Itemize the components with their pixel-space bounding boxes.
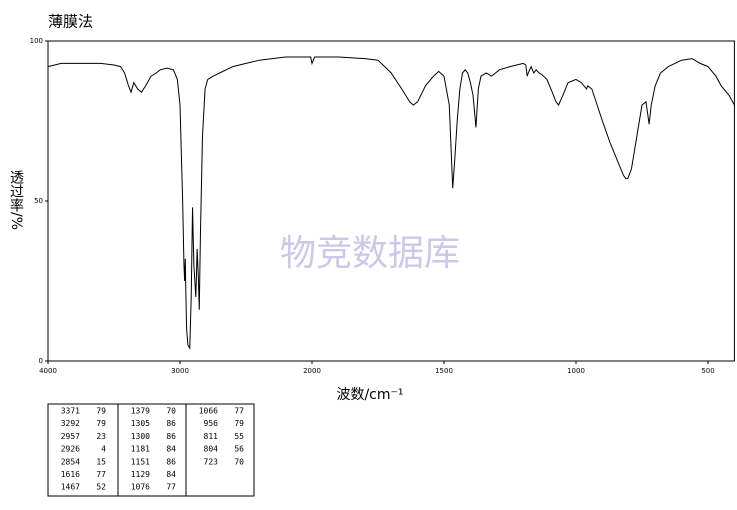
peak-table-frame bbox=[47, 403, 255, 497]
spectrum-line bbox=[47, 56, 735, 350]
peak-wavenumber: 2854 bbox=[61, 457, 80, 466]
peak-wavenumber: 723 bbox=[204, 457, 219, 466]
chart-title: 薄膜法 bbox=[48, 13, 93, 31]
x-tick-label: 1000 bbox=[567, 367, 585, 375]
x-tick-label: 2000 bbox=[303, 367, 321, 375]
y-tick-label: 0 bbox=[39, 357, 43, 365]
peak-wavenumber: 1151 bbox=[131, 457, 150, 466]
peak-transmittance: 79 bbox=[96, 419, 106, 428]
peak-wavenumber: 1305 bbox=[131, 419, 150, 428]
peak-transmittance: 56 bbox=[234, 445, 244, 454]
peak-transmittance: 23 bbox=[96, 432, 106, 441]
peak-wavenumber: 3292 bbox=[61, 419, 80, 428]
peak-wavenumber: 811 bbox=[204, 432, 219, 441]
peak-transmittance: 77 bbox=[166, 483, 176, 492]
peak-transmittance: 70 bbox=[166, 407, 176, 416]
peak-transmittance: 79 bbox=[234, 419, 244, 428]
watermark: 物竞数据库 bbox=[280, 233, 460, 274]
x-tick-label: 3000 bbox=[171, 367, 189, 375]
peak-transmittance: 86 bbox=[166, 419, 176, 428]
peak-wavenumber: 956 bbox=[204, 419, 219, 428]
x-tick-label: 4000 bbox=[39, 367, 57, 375]
peak-transmittance: 15 bbox=[96, 457, 106, 466]
y-axis-label: 透过率/% bbox=[8, 170, 24, 230]
peak-transmittance: 84 bbox=[166, 470, 176, 479]
peak-wavenumber: 1129 bbox=[131, 470, 150, 479]
x-tick-label: 1500 bbox=[435, 367, 453, 375]
plot-frame bbox=[47, 40, 735, 362]
peak-wavenumber: 3371 bbox=[61, 407, 80, 416]
peak-transmittance: 79 bbox=[96, 407, 106, 416]
peak-wavenumber: 1076 bbox=[131, 483, 150, 492]
peak-wavenumber: 804 bbox=[204, 445, 219, 454]
peak-transmittance: 4 bbox=[101, 445, 106, 454]
peak-wavenumber: 2957 bbox=[61, 432, 80, 441]
x-axis-label: 波数/cm⁻¹ bbox=[336, 387, 403, 403]
peak-wavenumber: 1066 bbox=[199, 407, 218, 416]
peak-transmittance: 52 bbox=[96, 483, 106, 492]
peak-wavenumber: 1467 bbox=[61, 483, 80, 492]
peak-wavenumber: 1379 bbox=[131, 407, 150, 416]
peak-transmittance: 70 bbox=[234, 457, 244, 466]
peak-wavenumber: 1616 bbox=[61, 470, 80, 479]
y-tick-label: 50 bbox=[34, 197, 43, 205]
peak-wavenumber: 2926 bbox=[61, 445, 80, 454]
peak-transmittance: 86 bbox=[166, 457, 176, 466]
peak-transmittance: 84 bbox=[166, 445, 176, 454]
x-tick-label: 500 bbox=[701, 367, 714, 375]
peak-transmittance: 77 bbox=[234, 407, 244, 416]
peak-wavenumber: 1181 bbox=[131, 445, 150, 454]
peak-transmittance: 77 bbox=[96, 470, 106, 479]
peak-transmittance: 55 bbox=[234, 432, 244, 441]
peak-wavenumber: 1300 bbox=[131, 432, 150, 441]
peak-transmittance: 86 bbox=[166, 432, 176, 441]
y-tick-label: 100 bbox=[30, 37, 43, 45]
